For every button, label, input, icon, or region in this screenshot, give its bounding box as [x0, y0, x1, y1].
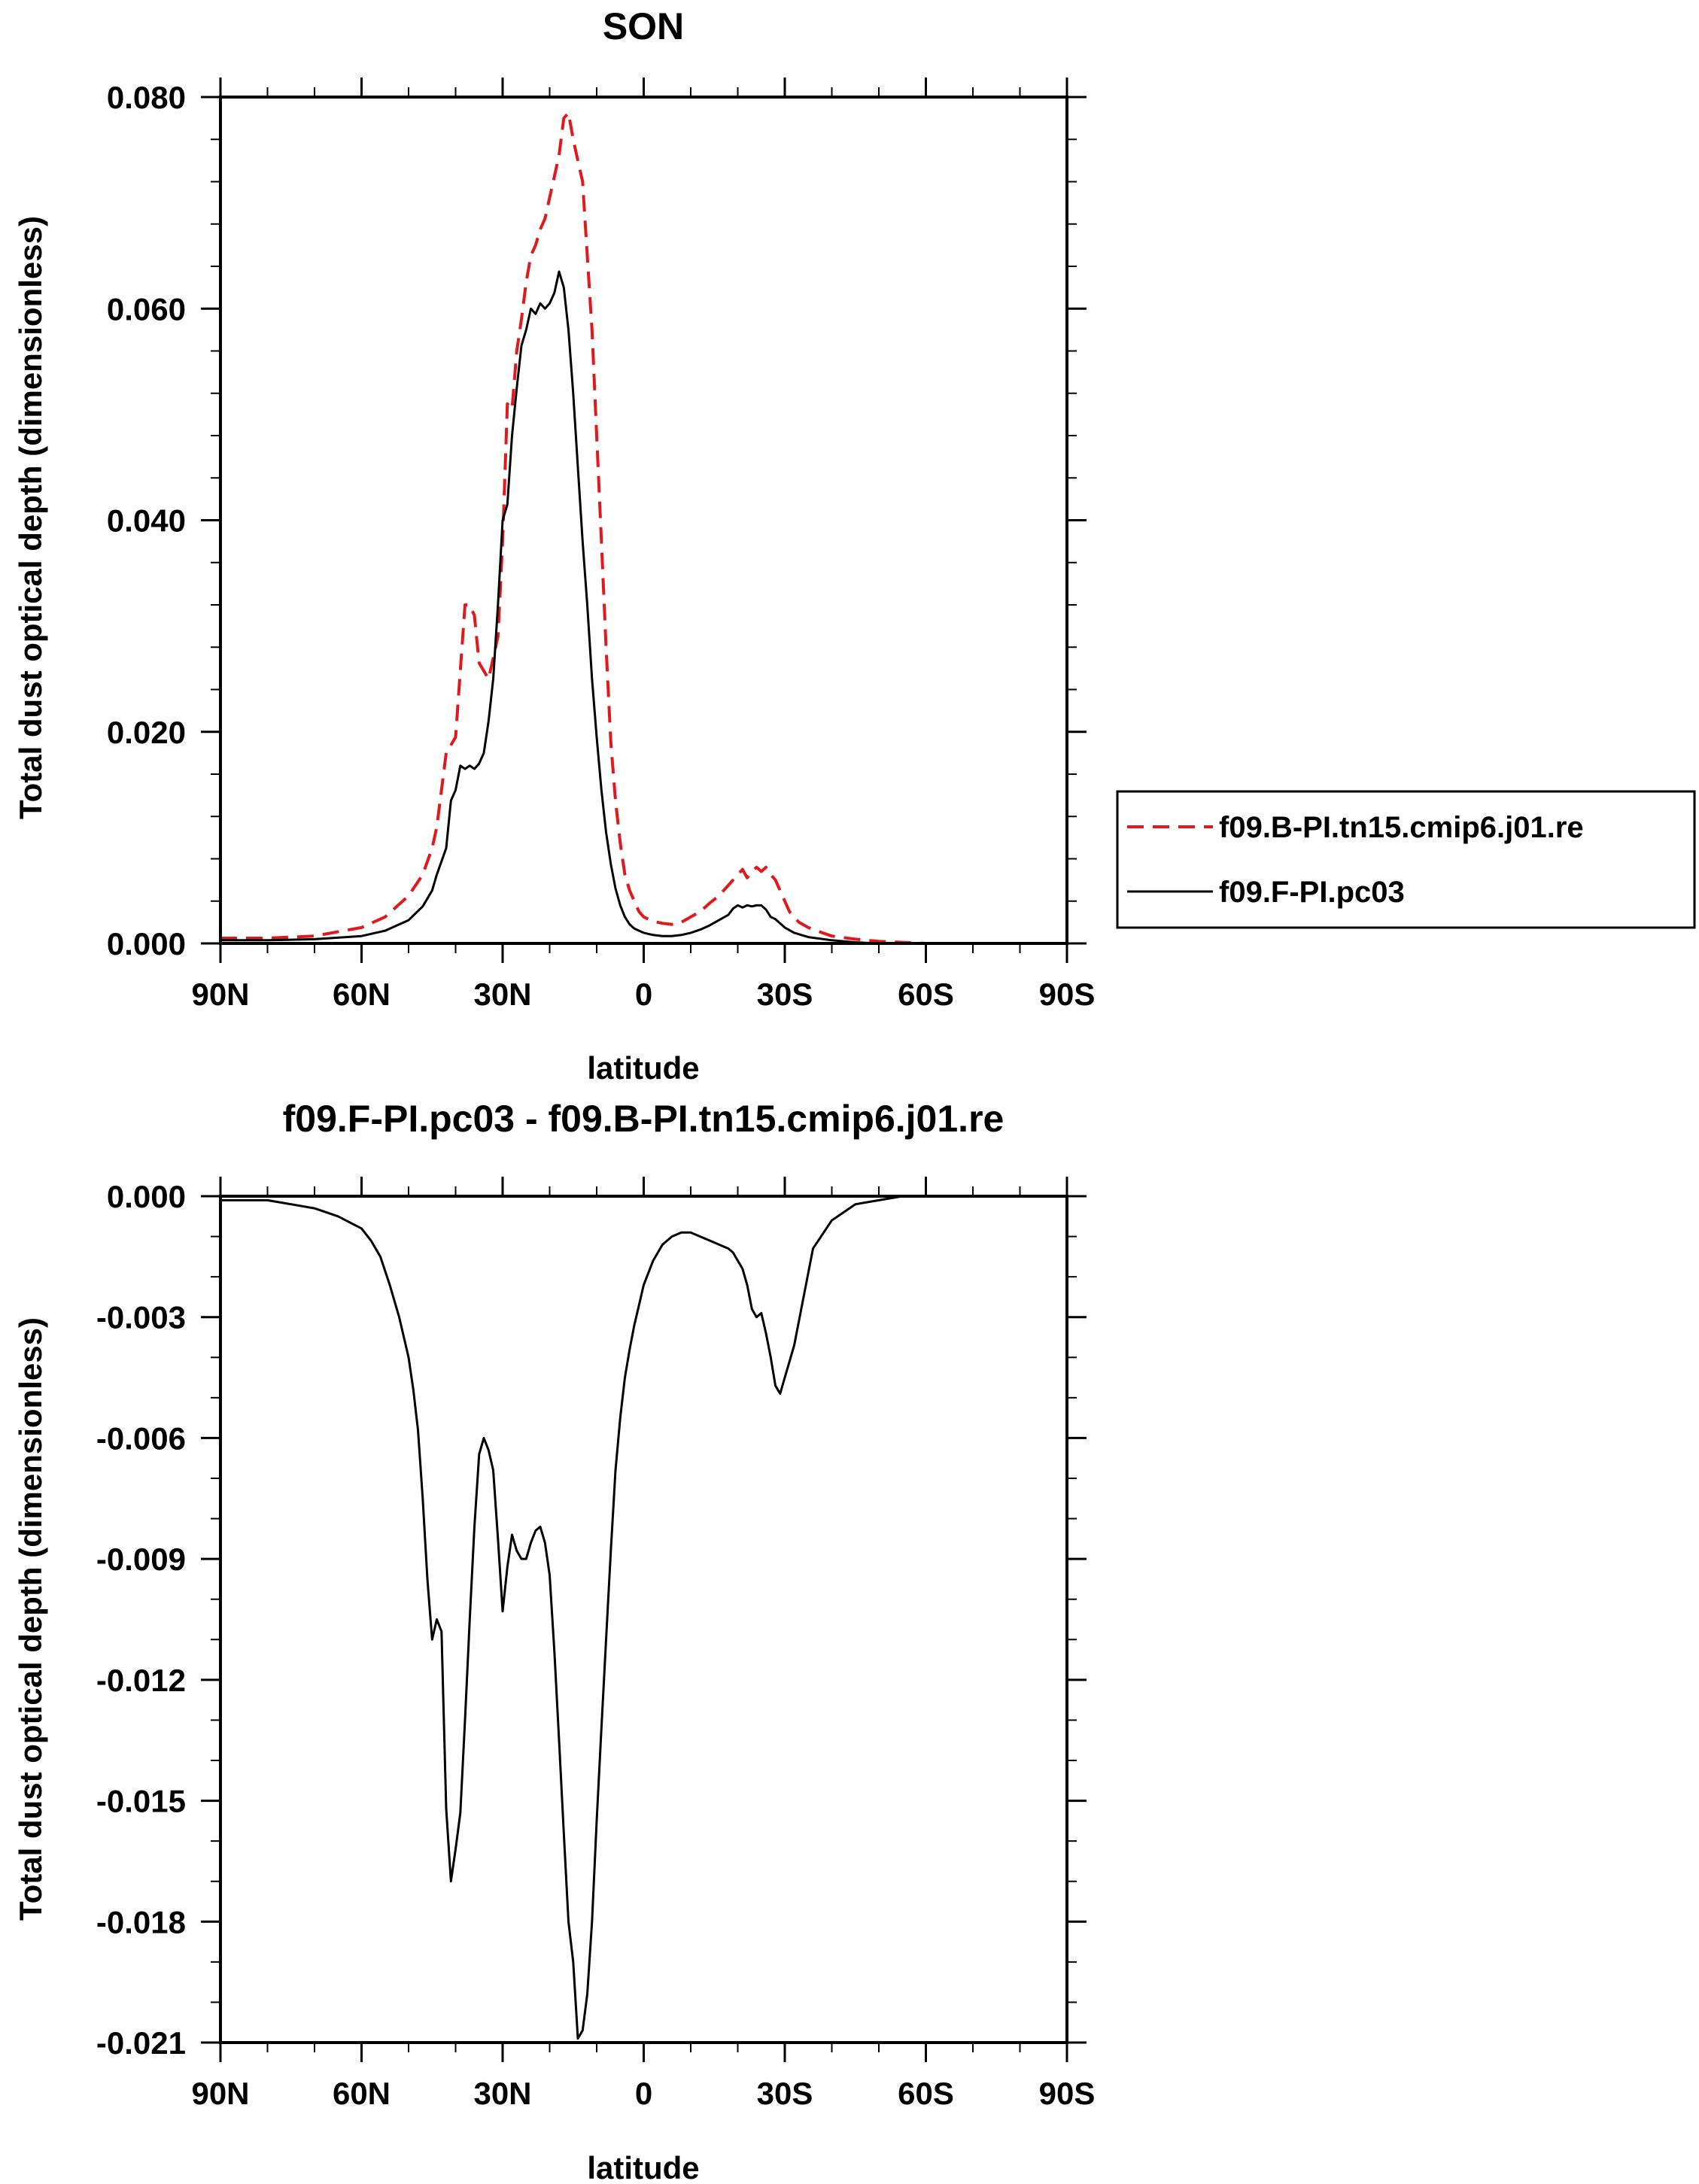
- bottom-x-tick-label: 0: [635, 2076, 652, 2111]
- top-x-tick-label: 30N: [473, 977, 531, 1012]
- top-x-tick-label: 0: [635, 977, 652, 1012]
- top-x-tick-label: 60S: [898, 977, 954, 1012]
- bottom-x-tick-label: 30S: [757, 2076, 813, 2111]
- top-panel-ylabel: Total dust optical depth (dimensionless): [13, 216, 48, 819]
- bottom-panel-ticks: 90N 60N 30N 0 30S 60S 90S 0.000 -0.003 -0.006 -0.0…: [96, 1177, 1095, 2111]
- top-panel: SON Total dust optical depth (dimensionl…: [13, 5, 1095, 1086]
- bottom-panel-series: [220, 1195, 1067, 2040]
- bottom-y-tick-label: -0.021: [96, 2025, 186, 2061]
- top-series-line-1: [220, 270, 1067, 945]
- bottom-x-tick-label: 90N: [191, 2076, 249, 2111]
- top-y-tick-label: 0.040: [107, 503, 186, 539]
- top-x-tick-label: 60N: [333, 977, 391, 1012]
- legend-box: [1116, 790, 1696, 929]
- bottom-y-tick-label: -0.018: [96, 1904, 186, 1939]
- bottom-y-tick-label: -0.003: [96, 1300, 186, 1335]
- bottom-y-tick-label: -0.009: [96, 1542, 186, 1577]
- legend: f09.B-PI.tn15.cmip6.j01.re f09.F-PI.pc03: [1116, 790, 1696, 929]
- top-panel-ticks: 90N 60N 30N 0 30S 60S 90S 0.000 0.020 0.040 0.060 0…: [107, 77, 1095, 1012]
- bottom-panel-xlabel: latitude: [587, 2150, 699, 2184]
- top-y-tick-label: 0.080: [107, 80, 186, 115]
- top-panel-title: SON: [603, 5, 684, 47]
- bottom-x-tick-label: 60S: [898, 2076, 954, 2111]
- top-y-tick-label: 0.000: [107, 926, 186, 961]
- bottom-y-tick-label: -0.012: [96, 1663, 186, 1698]
- bottom-panel-frame: [219, 1195, 1068, 2044]
- bottom-y-tick-label: -0.006: [96, 1420, 186, 1456]
- bottom-panel-ylabel: Total dust optical depth (dimensionless): [13, 1317, 48, 1921]
- bottom-series-line-0: [220, 1195, 1067, 2040]
- legend-label-0: f09.B-PI.tn15.cmip6.j01.re: [1219, 811, 1584, 844]
- top-x-tick-label: 30S: [757, 977, 813, 1012]
- top-y-tick-label: 0.060: [107, 291, 186, 327]
- bottom-panel: f09.F-PI.pc03 - f09.B-PI.tn15.cmip6.j01.…: [13, 1098, 1095, 2184]
- bottom-x-tick-label: 90S: [1039, 2076, 1096, 2111]
- bottom-y-tick-label: 0.000: [107, 1179, 186, 1214]
- top-panel-frame: [219, 96, 1068, 945]
- bottom-x-tick-label: 60N: [333, 2076, 391, 2111]
- legend-label-1: f09.F-PI.pc03: [1219, 876, 1405, 909]
- top-panel-xlabel: latitude: [587, 1050, 699, 1086]
- top-panel-series: [220, 111, 1067, 945]
- bottom-panel-title: f09.F-PI.pc03 - f09.B-PI.tn15.cmip6.j01.…: [283, 1098, 1005, 1140]
- top-x-tick-label: 90S: [1039, 977, 1096, 1012]
- bottom-y-tick-label: -0.015: [96, 1784, 186, 1819]
- bottom-x-tick-label: 30N: [473, 2076, 531, 2111]
- top-y-tick-label: 0.020: [107, 715, 186, 750]
- top-x-tick-label: 90N: [191, 977, 249, 1012]
- top-series-line-0: [220, 111, 1067, 945]
